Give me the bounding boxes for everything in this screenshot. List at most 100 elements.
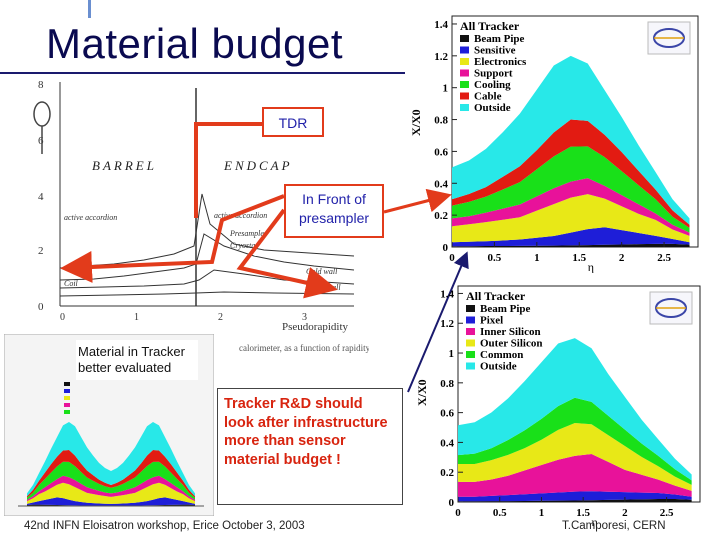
legend-entry: Cable <box>474 91 502 103</box>
x-axis-label: η <box>592 515 598 528</box>
thumbnail-area <box>27 450 111 498</box>
y-tick-label: 1 <box>449 348 455 360</box>
legend-swatch <box>460 92 469 100</box>
all-tracker-chart-top: 0 0.2 0.4 0.6 0.8 1 1.2 1.4 0 0.5 1 1.5 2 2.5 η X/X0 All… <box>412 15 699 273</box>
y-tick-label: 0.6 <box>440 408 454 420</box>
cms-logo-icon <box>647 21 691 55</box>
series-area-cable <box>452 119 690 228</box>
tdr-x-tick: 3 <box>302 312 307 323</box>
legend-entry: Common <box>480 349 523 361</box>
y-tick-label: 1.4 <box>434 19 448 31</box>
tdr-curve <box>59 291 355 297</box>
presampler-arrow <box>60 194 285 283</box>
y-tick-label: 0.4 <box>434 178 448 190</box>
x-tick-label: 2.5 <box>657 252 671 264</box>
series-area-outside <box>458 338 692 481</box>
thumbnail-area <box>27 461 111 500</box>
legend-entry: Outside <box>474 102 511 114</box>
title-accent-bar <box>88 0 91 18</box>
series-area-pixel <box>458 491 692 502</box>
barrel-label: BARREL <box>92 158 157 173</box>
legend-swatch <box>466 328 475 335</box>
thumbnail-area <box>111 450 195 498</box>
x-tick-label: 2 <box>619 252 625 264</box>
tracker-note: Material in Tracker better evaluated <box>76 340 198 380</box>
x-axis-label: η <box>588 260 594 273</box>
legend-entry: Beam Pipe <box>480 303 531 315</box>
series-area-sensitive <box>452 227 690 247</box>
tdr-label-box: TDR <box>262 107 324 137</box>
tdr-curve <box>59 233 355 281</box>
legend-entry: Support <box>474 68 513 80</box>
legend-entry: Outer Silicon <box>480 338 542 350</box>
y-axis-label: X/X0 <box>412 109 423 136</box>
tdr-x-label: Pseudorapidity <box>282 321 348 333</box>
x-tick-label: 1.5 <box>572 252 586 264</box>
tdr-y-tick: 8 <box>38 79 44 91</box>
tdr-y-tick: 4 <box>38 191 44 203</box>
tdr-curve-label: Coil <box>64 279 79 288</box>
x-tick-label: 1 <box>534 252 540 264</box>
endcap-label: ENDCAP <box>223 158 293 173</box>
y-tick-label: 1.2 <box>440 318 454 330</box>
rnd-note-box: Tracker R&D should look after infrastruc… <box>217 388 403 505</box>
x-tick-label: 2 <box>622 507 628 519</box>
x-tick-label: 0 <box>449 252 455 264</box>
legend-swatch <box>460 81 469 88</box>
y-tick-label: 1.2 <box>434 51 448 63</box>
legend-entry: Pixel <box>480 315 503 327</box>
tdr-caption: calorimeter, as a function of rapidity <box>239 343 369 353</box>
chart-title: All Tracker <box>466 289 526 303</box>
detector-icon <box>33 101 51 154</box>
y-tick-label: 0.6 <box>434 146 448 158</box>
legend-entry: Inner Silicon <box>480 326 541 338</box>
rnd-pointer <box>407 251 469 393</box>
legend-entry: Sensitive <box>474 45 516 57</box>
legend-swatch <box>466 316 475 324</box>
legend-entry: Electronics <box>474 56 527 68</box>
series-area-electronics <box>452 194 690 243</box>
tdr-y-tick: 0 <box>38 301 44 313</box>
x-tick-label: 1 <box>539 507 545 519</box>
y-tick-label: 0 <box>449 497 455 509</box>
title-underline <box>0 72 405 74</box>
y-tick-label: 0.8 <box>434 115 448 127</box>
legend-swatch <box>466 362 475 370</box>
thumbnail-area <box>111 497 195 506</box>
series-area-common <box>458 397 692 485</box>
y-tick-label: 0.2 <box>434 210 448 222</box>
tdr-curve-label: active accordion <box>214 211 267 220</box>
cms-logo-icon <box>649 291 693 325</box>
y-tick-label: 1.4 <box>440 288 454 300</box>
legend-entry: Outside <box>480 361 517 373</box>
tdr-y-tick: 2 <box>38 245 44 257</box>
y-tick-label: 0 <box>443 242 449 254</box>
tdr-arrow <box>194 122 262 218</box>
tdr-x-tick: 1 <box>134 312 139 323</box>
x-tick-label: 1.5 <box>576 507 590 519</box>
thumbnail-legend-swatches <box>64 382 70 414</box>
legend-entry: Beam Pipe <box>474 33 525 45</box>
thumbnail-area <box>27 497 111 506</box>
thumbnail-area <box>27 482 111 504</box>
series-area-outside <box>452 55 690 225</box>
x-tick-label: 0.5 <box>488 252 502 264</box>
x-tick-label: 0.5 <box>493 507 507 519</box>
tdr-x-tick: 2 <box>218 312 223 323</box>
legend-swatch <box>466 305 475 312</box>
legend-swatch <box>466 351 475 358</box>
y-axis-label: X/X0 <box>418 379 429 406</box>
series-area-beam-pipe <box>458 499 692 502</box>
thumbnail-area <box>111 461 195 500</box>
tdr-curve-label: Cryostat <box>230 241 258 250</box>
y-tick-label: 0.8 <box>440 378 454 390</box>
legend-swatch <box>460 58 469 65</box>
series-area-cooling <box>452 146 690 233</box>
tdr-curve <box>59 193 355 269</box>
presampler-label-box: In Front of presampler <box>284 184 384 238</box>
y-tick-label: 0.2 <box>440 467 454 479</box>
legend-swatch <box>460 46 469 54</box>
thumbnail-area <box>27 475 111 502</box>
thumbnail-area <box>111 475 195 502</box>
